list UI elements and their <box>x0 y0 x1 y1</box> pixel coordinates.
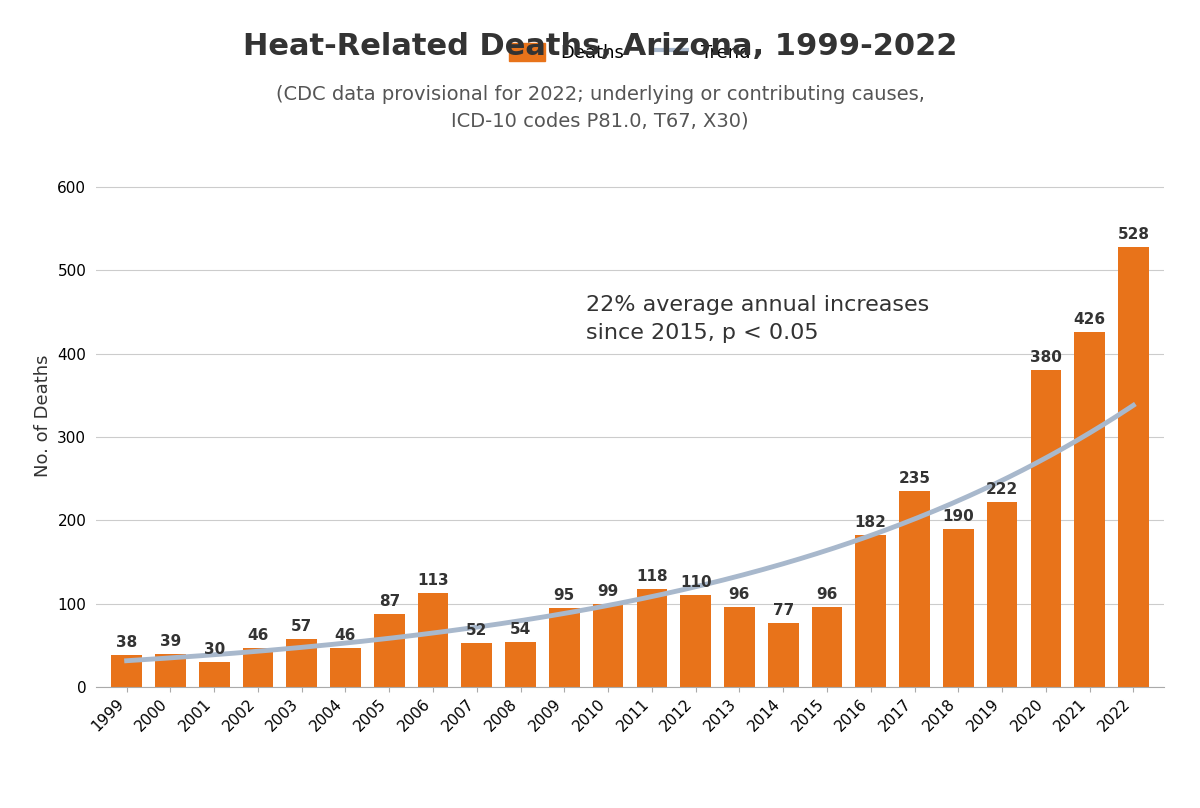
Bar <box>986 502 1018 687</box>
Text: 182: 182 <box>854 516 887 530</box>
Text: 96: 96 <box>816 587 838 602</box>
Bar <box>768 623 798 687</box>
Text: 38: 38 <box>116 635 137 650</box>
Bar <box>811 607 842 687</box>
Text: 528: 528 <box>1117 227 1150 242</box>
Bar <box>899 491 930 687</box>
Bar <box>724 607 755 687</box>
Text: Heat-Related Deaths, Arizona, 1999-2022: Heat-Related Deaths, Arizona, 1999-2022 <box>242 32 958 61</box>
Bar <box>1031 370 1061 687</box>
Bar <box>112 655 142 687</box>
Bar <box>462 643 492 687</box>
Bar <box>680 595 710 687</box>
Legend: Deaths, Trend: Deaths, Trend <box>502 36 758 69</box>
Text: 222: 222 <box>986 482 1018 497</box>
Bar <box>418 593 449 687</box>
Bar <box>330 649 361 687</box>
Text: 235: 235 <box>899 471 930 486</box>
Text: 118: 118 <box>636 569 667 583</box>
Y-axis label: No. of Deaths: No. of Deaths <box>34 355 52 478</box>
Text: 77: 77 <box>773 603 794 617</box>
Bar <box>943 528 973 687</box>
Bar <box>505 642 536 687</box>
Text: 57: 57 <box>292 619 312 634</box>
Bar <box>636 588 667 687</box>
Bar <box>856 535 886 687</box>
Text: 54: 54 <box>510 622 532 637</box>
Text: 22% average annual increases
since 2015, p < 0.05: 22% average annual increases since 2015,… <box>587 296 930 343</box>
Bar <box>242 649 274 687</box>
Text: 380: 380 <box>1030 351 1062 365</box>
Text: 87: 87 <box>379 595 400 609</box>
Text: 30: 30 <box>204 642 224 657</box>
Text: 96: 96 <box>728 587 750 602</box>
Bar <box>199 662 229 687</box>
Bar <box>550 608 580 687</box>
Text: 426: 426 <box>1074 312 1105 327</box>
Bar <box>1118 247 1148 687</box>
Text: 190: 190 <box>942 508 974 524</box>
Text: 46: 46 <box>335 629 356 643</box>
Text: 113: 113 <box>418 573 449 587</box>
Text: 110: 110 <box>680 575 712 590</box>
Bar <box>593 604 624 687</box>
Bar <box>374 614 404 687</box>
Text: 39: 39 <box>160 634 181 650</box>
Text: 99: 99 <box>598 584 619 600</box>
Bar <box>155 654 186 687</box>
Text: 95: 95 <box>553 587 575 603</box>
Text: 52: 52 <box>466 624 487 638</box>
Bar <box>1074 332 1105 687</box>
Text: 46: 46 <box>247 629 269 643</box>
Bar <box>287 639 317 687</box>
Text: (CDC data provisional for 2022; underlying or contributing causes,
ICD-10 codes : (CDC data provisional for 2022; underlyi… <box>276 85 924 130</box>
